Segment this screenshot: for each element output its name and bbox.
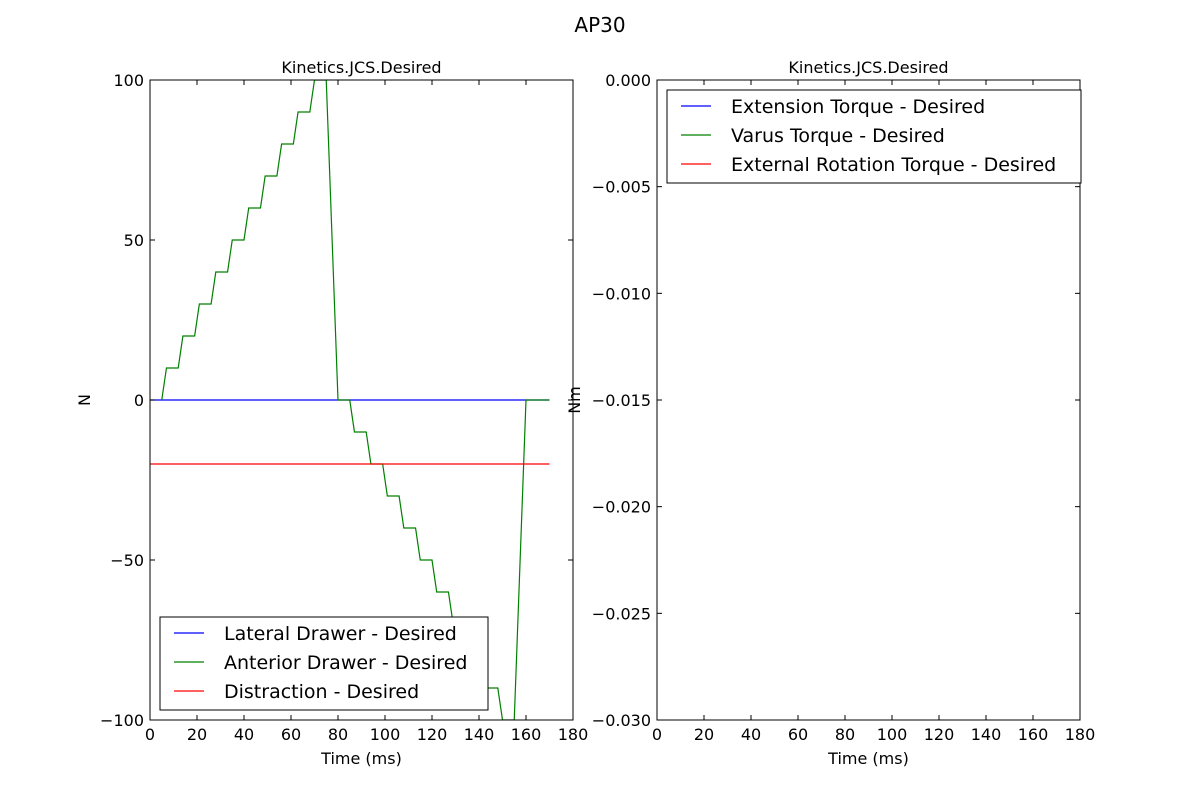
x-tick-label: 0: [145, 725, 155, 744]
x-tick-label: 100: [877, 725, 908, 744]
left-chart-panel: 0 20 40 60 80 100 120 140 160 180 −100 −50 0 50 100 Kin…: [75, 58, 588, 768]
x-tick-label: 20: [187, 725, 207, 744]
y-tick-label: −0.005: [592, 178, 651, 197]
x-tick-label: 80: [835, 725, 855, 744]
legend-label-2: Distraction - Desired: [224, 681, 419, 703]
x-tick-label: 20: [694, 725, 714, 744]
y-tick-label: −0.010: [592, 284, 651, 303]
legend-box: [159, 616, 489, 711]
y-tick-label: 0.000: [605, 71, 651, 90]
y-tick-label: 0: [134, 391, 144, 410]
y-tick-label: −0.030: [592, 711, 651, 730]
x-axis-label: Time (ms): [320, 749, 402, 768]
legend-label-2: External Rotation Torque - Desired: [731, 154, 1056, 176]
x-tick-label: 140: [464, 725, 495, 744]
x-tick-label: 0: [652, 725, 662, 744]
x-tick-label: 60: [281, 725, 301, 744]
legend: Lateral Drawer - Desired Anterior Drawer …: [159, 616, 489, 711]
y-tick-label: −0.015: [592, 391, 651, 410]
legend-label-1: Anterior Drawer - Desired: [224, 652, 467, 674]
x-tick-label: 40: [741, 725, 761, 744]
y-tick-label: 50: [124, 231, 144, 250]
y-tick-label: −50: [110, 551, 144, 570]
y-axis-label: Nm: [565, 386, 584, 414]
y-tick-label: 100: [113, 71, 144, 90]
legend-box: [666, 89, 1082, 184]
x-tick-label: 80: [328, 725, 348, 744]
x-axis-label: Time (ms): [827, 749, 909, 768]
subplot-title: Kinetics.JCS.Desired: [281, 58, 441, 77]
x-tick-label: 160: [1018, 725, 1049, 744]
right-chart-panel: 0 20 40 60 80 100 120 140 160 180 −0.030 −0.025 −0.0…: [565, 58, 1095, 768]
x-tick-label: 60: [788, 725, 808, 744]
x-tick-label: 180: [1065, 725, 1096, 744]
y-tick-label: −100: [100, 711, 144, 730]
y-tick-label: −0.020: [592, 498, 651, 517]
x-tick-label: 40: [234, 725, 254, 744]
legend-label-0: Lateral Drawer - Desired: [224, 623, 457, 645]
legend-label-0: Extension Torque - Desired: [731, 96, 985, 118]
x-tick-label: 140: [971, 725, 1002, 744]
x-tick-label: 120: [924, 725, 955, 744]
y-axis-label: N: [75, 394, 94, 406]
x-tick-label: 160: [511, 725, 542, 744]
x-tick-label: 120: [417, 725, 448, 744]
legend: Extension Torque - Desired Varus Torque -…: [666, 89, 1082, 184]
x-tick-label: 100: [370, 725, 401, 744]
figure-title: AP30: [574, 13, 625, 37]
x-tick-label: 180: [558, 725, 589, 744]
y-tick-label: −0.025: [592, 604, 651, 623]
subplot-title: Kinetics.JCS.Desired: [788, 58, 948, 77]
legend-label-1: Varus Torque - Desired: [731, 125, 945, 147]
